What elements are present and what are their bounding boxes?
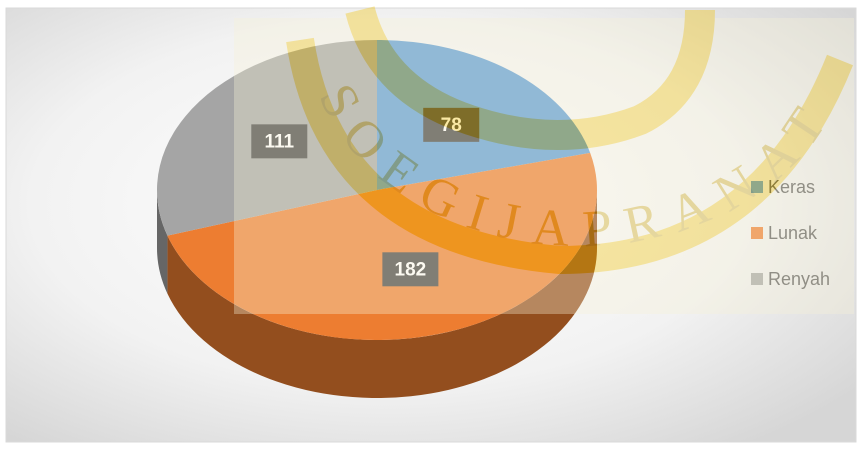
legend-swatch xyxy=(751,181,763,193)
watermark-shape xyxy=(286,37,853,275)
data-label-box xyxy=(423,107,480,142)
legend-label: Renyah xyxy=(768,269,830,289)
data-label-box xyxy=(251,124,308,159)
pie xyxy=(157,40,597,398)
data-label: 182 xyxy=(395,259,427,280)
slice xyxy=(167,152,597,340)
legend-swatch xyxy=(751,273,763,285)
watermark-panel xyxy=(234,18,854,314)
legend-label: Keras xyxy=(768,177,815,197)
slice-side xyxy=(167,190,597,398)
data-label-box xyxy=(382,252,439,287)
data-labels: 78 182 111 xyxy=(251,107,480,287)
data-label: 111 xyxy=(264,131,294,152)
legend-swatch xyxy=(751,227,763,239)
legend-label: Lunak xyxy=(768,223,818,243)
watermark-shape xyxy=(345,6,715,150)
slice-side xyxy=(157,190,168,294)
slice xyxy=(377,40,591,190)
legend: Keras Lunak Renyah xyxy=(751,177,830,289)
data-label: 78 xyxy=(441,115,462,136)
